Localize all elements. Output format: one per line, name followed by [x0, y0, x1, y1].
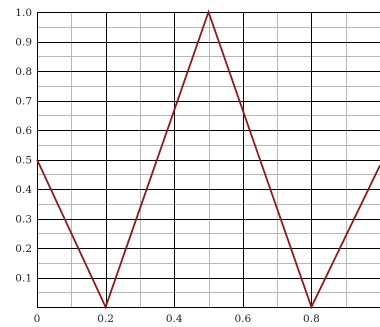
y-tick-label: 0.8 [15, 66, 32, 78]
y-tick-label: 0.4 [15, 184, 32, 196]
series-layer [36, 9, 380, 310]
y-tick-label: 0.7 [15, 96, 32, 108]
minor-grid [37, 12, 380, 307]
x-tick-labels: 0 0.2 0.4 0.6 0.8 [34, 313, 320, 325]
series-line [36, 9, 380, 310]
y-tick-label: 0.3 [15, 214, 32, 226]
major-grid [37, 12, 380, 308]
x-tick-label: 0.4 [166, 313, 183, 325]
y-tick-label: 0.9 [15, 37, 32, 49]
y-tick-label: 0.6 [15, 125, 32, 137]
x-tick-label: 0.2 [97, 313, 114, 325]
x-tick-label: 0 [34, 313, 41, 325]
x-tick-label: 0.8 [303, 313, 320, 325]
y-tick-label: 0.5 [15, 155, 32, 167]
y-tick-label: 0.2 [15, 243, 32, 255]
y-tick-labels: 0.1 0.2 0.3 0.4 0.5 0.6 0.7 0.8 0.9 1.0 [15, 7, 32, 285]
x-tick-label: 0.6 [234, 313, 251, 325]
y-tick-label: 0.1 [15, 273, 32, 285]
y-tick-label: 1.0 [15, 7, 32, 19]
